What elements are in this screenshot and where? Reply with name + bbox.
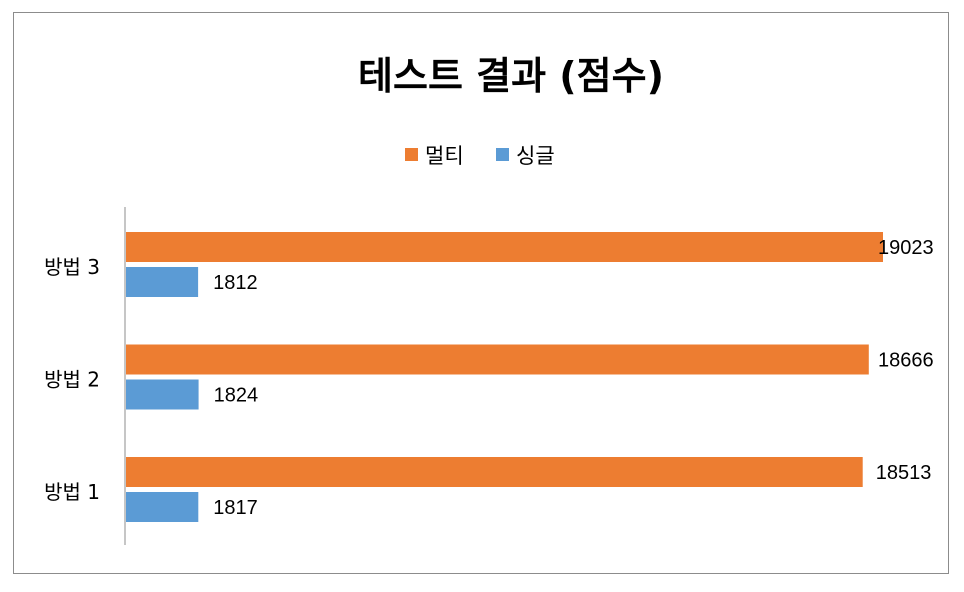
legend-swatch-single bbox=[496, 148, 509, 161]
legend-label-single: 싱글 bbox=[516, 144, 555, 168]
data-label-single-cat-3: 1817 bbox=[213, 497, 258, 519]
data-label-multi-cat-2: 18666 bbox=[878, 350, 934, 372]
bars-group bbox=[126, 232, 883, 522]
category-label-2: 방법 2 bbox=[44, 368, 100, 392]
legend-swatch-multi bbox=[405, 148, 418, 161]
bar-multi-cat-3 bbox=[126, 457, 863, 487]
bar-single-cat-1 bbox=[126, 267, 199, 297]
chart-title: 테스트 결과 (점수) bbox=[358, 54, 664, 98]
bar-multi-cat-2 bbox=[126, 344, 869, 375]
data-label-multi-cat-1: 19023 bbox=[878, 237, 934, 259]
legend-label-multi: 멀티 bbox=[425, 144, 464, 168]
legend: 멀티 싱글 bbox=[405, 144, 555, 168]
category-labels: 방법 3 방법 2 방법 1 bbox=[44, 255, 100, 504]
bar-multi-cat-1 bbox=[126, 232, 883, 262]
category-label-3: 방법 1 bbox=[44, 480, 100, 504]
data-label-single-cat-1: 1812 bbox=[213, 272, 258, 294]
data-label-single-cat-2: 1824 bbox=[214, 385, 259, 407]
bar-single-cat-3 bbox=[126, 492, 199, 522]
data-label-multi-cat-3: 18513 bbox=[876, 462, 932, 484]
data-labels: 19023 1812 18666 1824 18513 1817 bbox=[213, 237, 934, 519]
category-label-1: 방법 3 bbox=[44, 255, 100, 279]
bar-single-cat-2 bbox=[126, 379, 199, 410]
